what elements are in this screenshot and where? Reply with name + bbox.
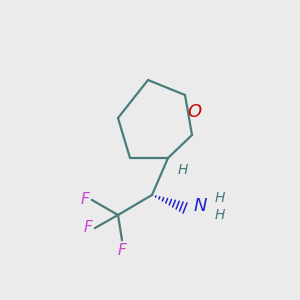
Text: H: H xyxy=(215,208,225,222)
Text: H: H xyxy=(215,191,225,205)
Text: F: F xyxy=(80,193,89,208)
Text: F: F xyxy=(83,220,92,236)
Text: O: O xyxy=(187,103,201,121)
Text: F: F xyxy=(118,243,126,258)
Text: H: H xyxy=(178,163,188,177)
Text: N: N xyxy=(193,197,207,215)
